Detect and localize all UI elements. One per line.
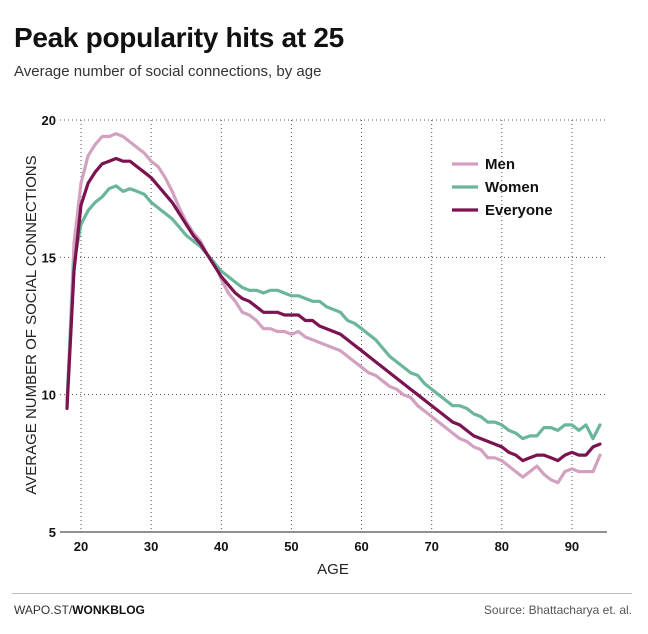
- y-axis-label: AVERAGE NUMBER OF SOCIAL CONNECTIONS: [23, 155, 40, 494]
- legend: Men Women Everyone: [452, 156, 553, 219]
- x-tick-label-90: 90: [565, 539, 579, 554]
- credit-prefix: WAPO.ST/: [14, 603, 73, 617]
- chart-title: Peak popularity hits at 25: [14, 22, 344, 53]
- series-line-everyone: [65, 156, 602, 463]
- series-lines: [65, 132, 602, 485]
- series-line-men: [65, 132, 602, 485]
- axes: 5 10 15 20 20 30 40 50 60 70 80 90: [42, 113, 607, 554]
- legend-label-everyone: Everyone: [485, 202, 553, 219]
- x-tick-label-20: 20: [74, 539, 88, 554]
- x-tick-label-60: 60: [354, 539, 368, 554]
- legend-label-women: Women: [485, 179, 539, 196]
- series-line-women: [65, 184, 602, 441]
- y-tick-label-20: 20: [42, 113, 56, 128]
- x-tick-label-30: 30: [144, 539, 158, 554]
- y-tick-label-5: 5: [49, 525, 56, 540]
- x-tick-label-80: 80: [495, 539, 509, 554]
- legend-label-men: Men: [485, 156, 515, 173]
- y-tick-label-10: 10: [42, 388, 56, 403]
- source-note: Source: Bhattacharya et. al.: [483, 603, 632, 617]
- chart-subtitle: Average number of social connections, by…: [14, 63, 322, 80]
- x-tick-label-70: 70: [424, 539, 438, 554]
- x-tick-label-50: 50: [284, 539, 298, 554]
- footer-divider: [12, 593, 632, 594]
- credit-brand: WONKBLOG: [72, 603, 145, 617]
- x-axis-label: AGE: [317, 561, 349, 578]
- footer-credit[interactable]: WAPO.ST/WONKBLOG: [14, 603, 145, 617]
- x-tick-label-40: 40: [214, 539, 228, 554]
- y-tick-label-15: 15: [42, 250, 56, 265]
